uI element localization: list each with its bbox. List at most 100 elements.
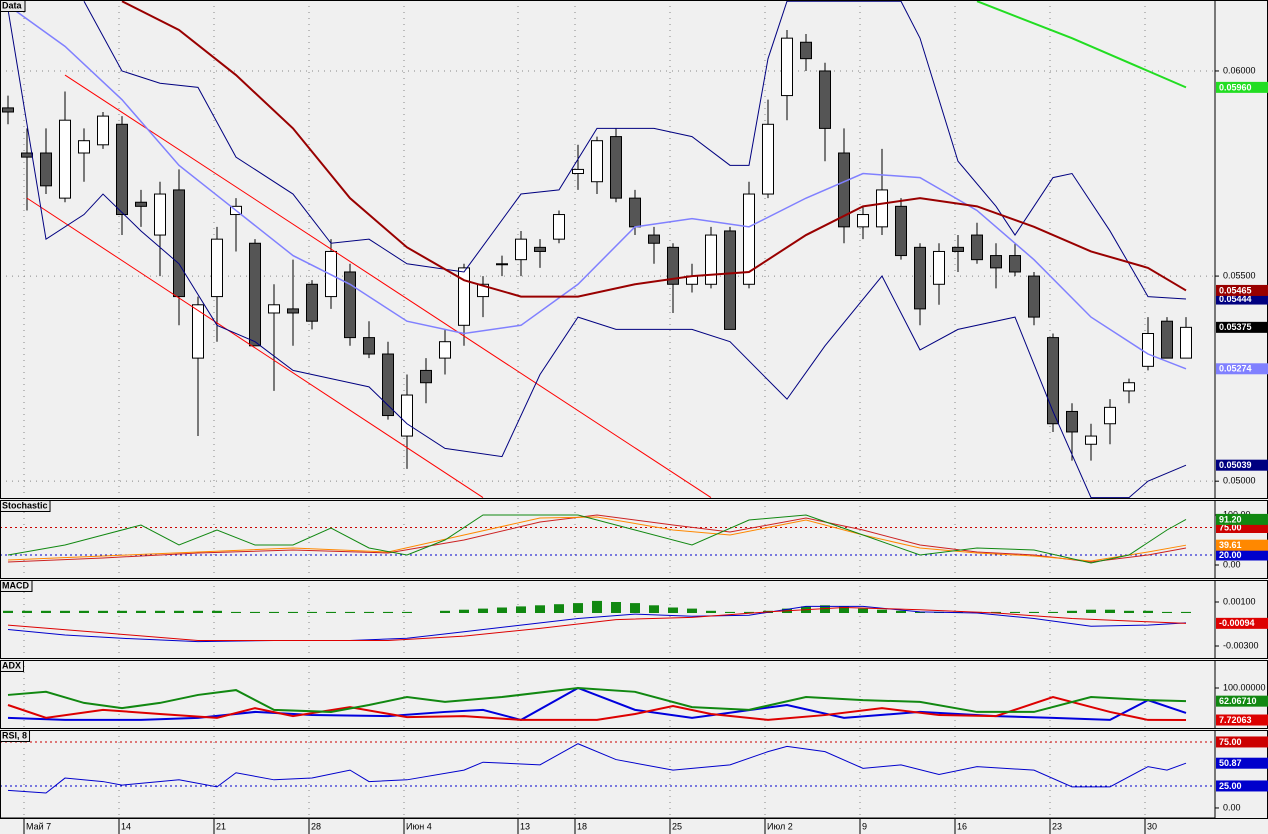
candle-body <box>933 250 945 285</box>
candle-body <box>895 205 907 257</box>
histogram-bar <box>307 611 317 614</box>
histogram-bar <box>744 611 754 614</box>
y-tick-label: 0.00 <box>1223 802 1241 812</box>
candle-body <box>363 337 375 355</box>
price-tag: 0.05375 <box>1219 322 1252 332</box>
candle-body <box>1142 333 1154 367</box>
indicator-line <box>7 516 1187 562</box>
y-tick-label: 0.05500 <box>1223 270 1256 280</box>
histogram-bar <box>402 611 412 614</box>
candle-body <box>40 152 52 187</box>
candle-body <box>781 37 793 97</box>
value-tag: 0.05960 <box>1219 82 1252 92</box>
histogram-bar <box>858 608 868 614</box>
x-tick-label: 14 <box>121 821 131 831</box>
indicator-line <box>7 607 1187 642</box>
candle-body <box>173 189 185 298</box>
histogram-bar <box>535 605 545 614</box>
value-tag: 0.05444 <box>1219 294 1252 304</box>
candle-body <box>382 353 394 417</box>
value-tag: 0.05274 <box>1219 364 1252 374</box>
y-tick-label: 0.05000 <box>1223 476 1256 486</box>
value-tag: 62.06710 <box>1219 696 1257 706</box>
histogram-bar <box>155 610 165 614</box>
histogram-bar <box>98 610 108 614</box>
histogram-bar <box>136 610 146 614</box>
y-tick-label: 0.00 <box>1223 559 1241 569</box>
candle-body <box>344 271 356 339</box>
candle-body <box>1009 255 1021 273</box>
candle-body <box>97 115 109 146</box>
level-label-box <box>1216 522 1268 533</box>
indicator-line <box>7 605 1187 643</box>
histogram-bar <box>288 611 298 614</box>
candle-body <box>553 214 565 240</box>
candle-body <box>116 123 128 216</box>
candle-body <box>800 41 812 60</box>
candle-body <box>1047 337 1059 425</box>
value-tag: -0.00094 <box>1219 618 1255 628</box>
histogram-bar <box>991 611 1001 614</box>
x-tick-label: 13 <box>520 821 530 831</box>
histogram-bar <box>79 610 89 614</box>
candle-body <box>496 263 508 266</box>
panel-title: Data <box>2 0 23 10</box>
histogram-bar <box>725 611 735 614</box>
histogram-bar <box>41 610 51 614</box>
histogram-bar <box>1048 611 1058 614</box>
candle-body <box>819 70 831 129</box>
panel-title-box <box>0 0 26 12</box>
candle-body <box>1123 382 1135 392</box>
histogram-bar <box>1086 609 1096 614</box>
candle-body <box>990 255 1002 269</box>
candle-body <box>572 168 584 175</box>
panel-title-box <box>0 580 33 592</box>
histogram-bar <box>516 606 526 614</box>
histogram-bar <box>497 607 507 614</box>
panel <box>0 500 1215 578</box>
candle-body <box>420 369 432 384</box>
level-label-box <box>1216 736 1268 748</box>
candle-body <box>401 394 413 437</box>
histogram-bar <box>478 608 488 614</box>
histogram-bar <box>22 610 32 614</box>
indicator-line <box>26 197 484 498</box>
panel <box>0 730 1215 818</box>
x-tick-label: Июл 2 <box>767 821 793 831</box>
y-tick-label: -0.00300 <box>1223 640 1259 650</box>
indicator-line <box>7 514 1187 563</box>
histogram-bar <box>877 609 887 614</box>
panel-title: ADX <box>2 660 21 670</box>
panel <box>7 660 1187 728</box>
candle-body <box>2 107 14 113</box>
candle-body <box>268 304 280 314</box>
histogram-bar <box>687 608 697 614</box>
candle-body <box>306 283 318 322</box>
candle-body <box>914 246 926 310</box>
histogram-bar <box>554 604 564 614</box>
panel-title-box <box>0 730 31 742</box>
histogram-bar <box>440 610 450 614</box>
value-tag-box <box>1216 81 1268 93</box>
histogram-bar <box>364 611 374 614</box>
indicator-line <box>7 743 1187 794</box>
histogram-bar <box>820 605 830 614</box>
histogram-bar <box>1124 610 1134 614</box>
x-tick-label: 9 <box>862 821 867 831</box>
panel <box>0 0 1215 498</box>
histogram-bar <box>231 611 241 614</box>
value-tag-box <box>1216 284 1268 296</box>
histogram-bar <box>630 603 640 614</box>
candle-body <box>59 119 71 199</box>
histogram-bar <box>174 610 184 614</box>
histogram-bar <box>611 602 621 614</box>
indicator-line <box>121 0 1187 298</box>
panel-title: RSI, 8 <box>2 730 27 740</box>
value-tag-box <box>1216 695 1268 707</box>
candle-body <box>1161 320 1173 359</box>
indicator-line <box>7 514 1187 564</box>
candle-body <box>78 140 90 154</box>
histogram-bar <box>668 607 678 614</box>
histogram-bar <box>60 610 70 614</box>
